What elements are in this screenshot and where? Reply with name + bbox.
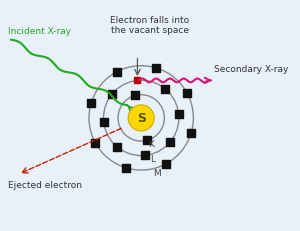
Point	[142, 154, 147, 158]
Text: S: S	[137, 112, 146, 125]
Text: K: K	[148, 140, 154, 149]
Point	[89, 102, 94, 105]
Point	[145, 139, 149, 143]
Point	[110, 93, 114, 97]
Text: Incident X-ray: Incident X-ray	[8, 27, 71, 36]
Point	[101, 120, 106, 124]
Point	[133, 94, 138, 98]
Point	[168, 140, 173, 144]
Circle shape	[128, 105, 154, 131]
Point	[93, 141, 98, 145]
Text: Ejected electron: Ejected electron	[8, 180, 82, 189]
Point	[114, 71, 119, 74]
Point	[164, 162, 168, 166]
Text: Electron falls into
the vacant space: Electron falls into the vacant space	[110, 16, 189, 35]
Text: L: L	[150, 154, 155, 163]
Point	[185, 92, 190, 96]
Point	[176, 113, 181, 116]
Point	[189, 131, 194, 135]
Point	[154, 67, 159, 70]
Point	[115, 146, 120, 149]
Text: Secondary X-ray: Secondary X-ray	[214, 65, 288, 74]
Point	[163, 88, 167, 91]
Point	[124, 166, 128, 170]
Text: M: M	[153, 168, 160, 177]
Point	[135, 79, 140, 83]
